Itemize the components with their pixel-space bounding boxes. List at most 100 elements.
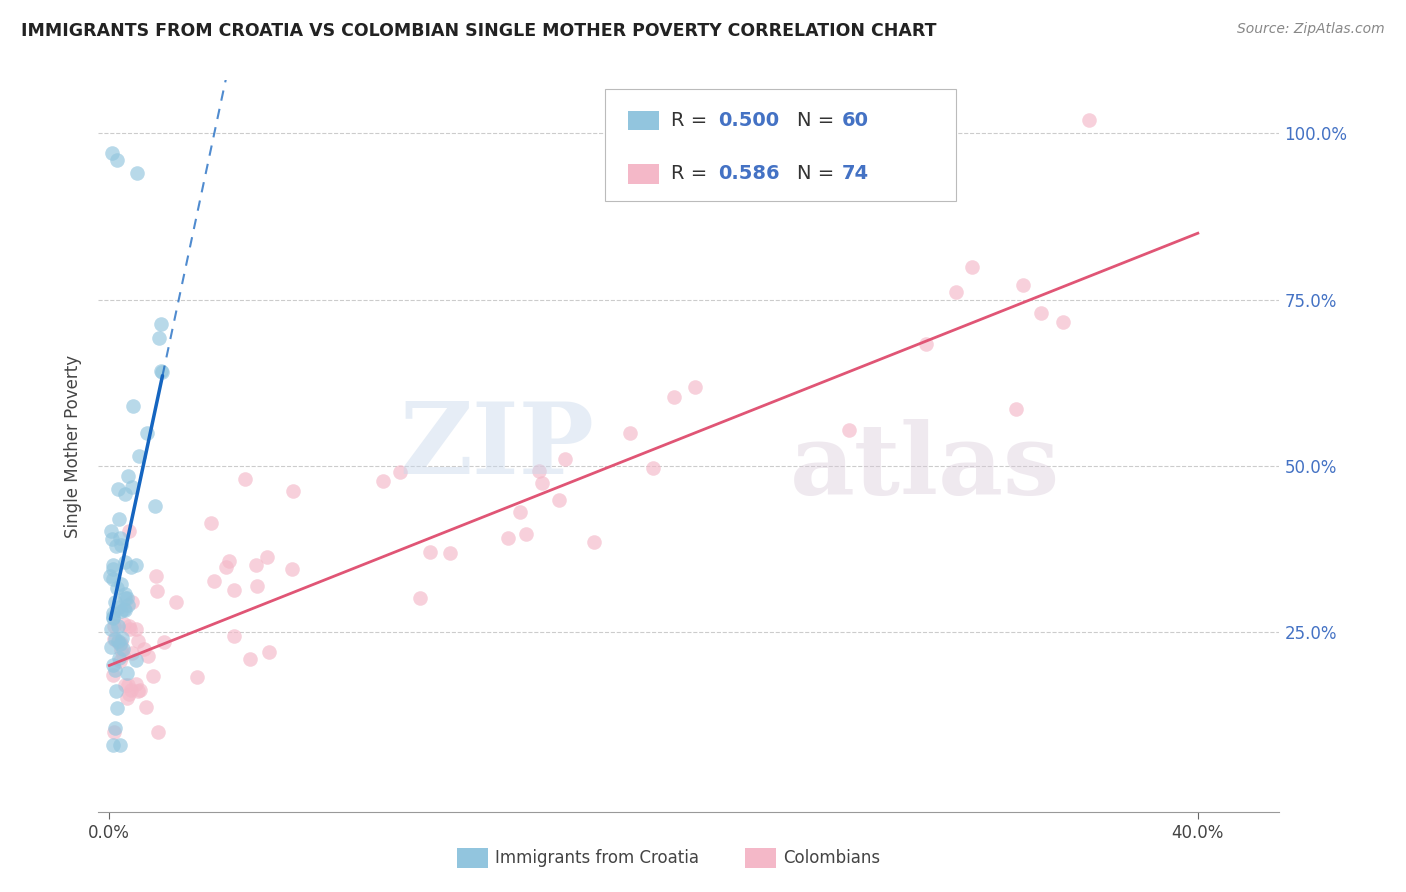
Point: [683, 379, 706, 393]
Point: [103, 632, 125, 647]
Point: [257, 645, 280, 659]
Point: [150, 318, 173, 332]
Point: [915, 337, 938, 351]
Point: [110, 635, 132, 649]
Point: [152, 365, 174, 379]
Point: [107, 618, 129, 632]
Point: [280, 562, 302, 576]
Point: [103, 606, 125, 620]
Point: [121, 594, 143, 608]
Point: [1029, 306, 1052, 320]
Point: [100, 622, 122, 636]
Point: [117, 678, 139, 692]
Point: [146, 583, 169, 598]
Point: [142, 669, 165, 683]
Point: [945, 285, 967, 300]
Point: [107, 153, 129, 167]
Point: [641, 460, 664, 475]
Text: 74: 74: [842, 164, 869, 184]
Point: [498, 531, 520, 545]
Point: [202, 574, 225, 588]
Point: [114, 555, 136, 569]
Point: [110, 537, 132, 551]
Point: [838, 423, 860, 437]
Point: [100, 524, 122, 539]
Point: [104, 684, 127, 698]
Point: [246, 579, 269, 593]
Point: [107, 634, 129, 648]
Point: [1078, 113, 1101, 128]
Point: [118, 687, 141, 701]
Point: [1052, 315, 1074, 329]
Point: [1005, 401, 1028, 416]
Point: [101, 146, 124, 161]
Point: [129, 683, 152, 698]
Point: [108, 637, 131, 651]
Point: [224, 583, 246, 598]
Point: [101, 609, 124, 624]
Point: [101, 738, 124, 752]
Text: Colombians: Colombians: [783, 849, 880, 867]
Point: [135, 700, 157, 714]
Point: [127, 684, 149, 698]
Point: [509, 505, 531, 519]
Text: atlas: atlas: [790, 419, 1060, 516]
Point: [114, 678, 136, 692]
Point: [409, 591, 432, 606]
Point: [165, 594, 187, 608]
Point: [619, 426, 641, 441]
Text: Immigrants from Croatia: Immigrants from Croatia: [495, 849, 699, 867]
Point: [527, 464, 550, 478]
Text: N =: N =: [797, 111, 841, 130]
Point: [103, 658, 125, 673]
Point: [100, 640, 122, 655]
Point: [112, 616, 135, 631]
Point: [215, 560, 238, 574]
Point: [114, 487, 136, 501]
Point: [110, 642, 132, 657]
Point: [107, 482, 129, 496]
Y-axis label: Single Mother Poverty: Single Mother Poverty: [65, 354, 83, 538]
Text: Source: ZipAtlas.com: Source: ZipAtlas.com: [1237, 22, 1385, 37]
Point: [256, 549, 278, 564]
Text: R =: R =: [671, 164, 713, 184]
Point: [200, 516, 222, 530]
Text: 0.500: 0.500: [718, 111, 779, 130]
Point: [110, 654, 132, 668]
Point: [110, 604, 132, 618]
Point: [104, 632, 127, 646]
Point: [100, 569, 122, 583]
Point: [149, 364, 172, 378]
Text: N =: N =: [797, 164, 841, 184]
Point: [419, 545, 441, 559]
Point: [103, 667, 125, 681]
Point: [118, 622, 141, 636]
Point: [127, 633, 149, 648]
Point: [117, 598, 139, 612]
Point: [146, 725, 169, 739]
Point: [121, 399, 143, 413]
Point: [136, 648, 159, 663]
Point: [120, 683, 142, 698]
Point: [132, 642, 155, 657]
Point: [239, 652, 262, 666]
Point: [115, 690, 138, 705]
Point: [104, 663, 127, 677]
Point: [114, 602, 136, 616]
Point: [224, 630, 246, 644]
Point: [121, 480, 143, 494]
Point: [389, 465, 412, 479]
Text: 60: 60: [842, 111, 869, 130]
Point: [128, 450, 150, 464]
Point: [104, 721, 127, 735]
Text: R =: R =: [671, 111, 713, 130]
Point: [281, 483, 304, 498]
Point: [110, 577, 132, 591]
Point: [152, 634, 174, 648]
Point: [124, 676, 146, 690]
Point: [114, 587, 136, 601]
Point: [120, 560, 142, 574]
Point: [108, 738, 131, 752]
Point: [111, 631, 134, 645]
Text: 0.586: 0.586: [718, 164, 780, 184]
